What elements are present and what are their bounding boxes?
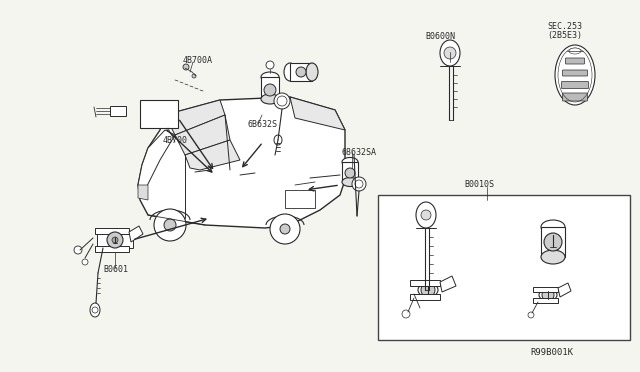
Polygon shape [410, 280, 440, 286]
Circle shape [107, 232, 123, 248]
Polygon shape [175, 115, 230, 155]
Ellipse shape [440, 40, 460, 66]
Bar [110, 106, 126, 116]
Ellipse shape [306, 63, 318, 81]
Circle shape [355, 180, 363, 188]
Circle shape [266, 61, 274, 69]
Ellipse shape [342, 157, 358, 167]
Text: B0010S: B0010S [464, 180, 494, 189]
FancyBboxPatch shape [566, 58, 584, 64]
Ellipse shape [569, 48, 581, 54]
Circle shape [274, 93, 290, 109]
Polygon shape [440, 276, 456, 292]
Polygon shape [533, 298, 558, 303]
Text: 68632SA: 68632SA [342, 148, 377, 157]
Polygon shape [138, 185, 148, 200]
Ellipse shape [342, 177, 358, 186]
Circle shape [280, 224, 290, 234]
Bar [261, 77, 279, 99]
Ellipse shape [90, 303, 100, 317]
FancyBboxPatch shape [563, 93, 588, 101]
Circle shape [112, 237, 118, 243]
Text: 4B700A: 4B700A [183, 56, 213, 65]
Polygon shape [138, 97, 345, 228]
Polygon shape [410, 294, 440, 300]
Polygon shape [95, 246, 129, 252]
Ellipse shape [261, 94, 279, 104]
Circle shape [345, 168, 355, 178]
Text: B0600N: B0600N [425, 32, 455, 41]
Polygon shape [290, 97, 345, 130]
FancyBboxPatch shape [561, 81, 589, 89]
Bar [290, 63, 312, 81]
Circle shape [542, 289, 554, 301]
Ellipse shape [284, 63, 296, 81]
Circle shape [296, 67, 306, 77]
Ellipse shape [418, 283, 438, 297]
Circle shape [82, 259, 88, 265]
Polygon shape [165, 100, 225, 135]
Ellipse shape [541, 250, 565, 264]
Ellipse shape [541, 220, 565, 234]
FancyBboxPatch shape [563, 70, 588, 76]
Bar [342, 162, 358, 182]
Text: 6B632S: 6B632S [248, 120, 278, 129]
Circle shape [402, 310, 410, 318]
Bar [140, 100, 178, 128]
Text: 4B700: 4B700 [163, 136, 188, 145]
Polygon shape [558, 283, 571, 297]
Text: B0601: B0601 [103, 265, 128, 274]
Bar [378, 195, 630, 340]
Polygon shape [185, 140, 240, 170]
Polygon shape [533, 287, 558, 292]
Polygon shape [129, 226, 143, 242]
Polygon shape [138, 130, 175, 190]
Circle shape [277, 96, 287, 106]
Ellipse shape [274, 135, 282, 145]
Circle shape [528, 312, 534, 318]
Circle shape [74, 246, 82, 254]
Text: R99B001K: R99B001K [530, 348, 573, 357]
Bar [285, 190, 315, 208]
Ellipse shape [555, 45, 595, 105]
Circle shape [444, 47, 456, 59]
Circle shape [421, 210, 431, 220]
Text: (2B5E3): (2B5E3) [547, 31, 582, 40]
Ellipse shape [416, 202, 436, 228]
Ellipse shape [104, 233, 126, 247]
Ellipse shape [539, 289, 557, 301]
Ellipse shape [261, 72, 279, 82]
Circle shape [544, 233, 562, 251]
Circle shape [164, 219, 176, 231]
Text: SEC.253: SEC.253 [547, 22, 582, 31]
Bar [97, 232, 133, 248]
Circle shape [421, 283, 435, 297]
Circle shape [270, 214, 300, 244]
Circle shape [352, 177, 366, 191]
Circle shape [92, 307, 98, 313]
Circle shape [264, 84, 276, 96]
Bar [541, 227, 565, 257]
Polygon shape [95, 228, 129, 234]
Circle shape [183, 64, 189, 70]
Circle shape [154, 209, 186, 241]
Circle shape [192, 74, 196, 78]
